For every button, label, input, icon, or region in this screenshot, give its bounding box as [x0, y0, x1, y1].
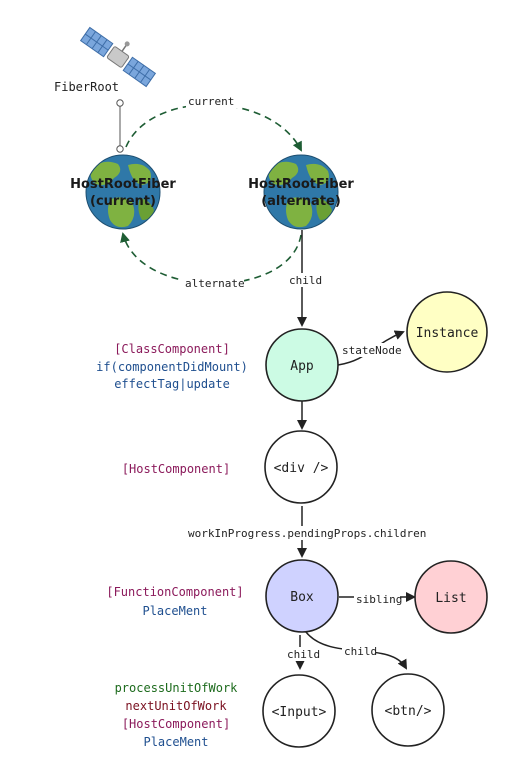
node-instance-label: Instance	[416, 326, 479, 341]
node-input-label: <Input>	[272, 705, 327, 720]
annotation-box-effect: PlaceMent	[142, 604, 207, 618]
node-list: List	[414, 560, 488, 634]
node-app: App	[265, 328, 339, 402]
node-input: <Input>	[262, 674, 336, 748]
child-edge-root-app-label: child	[289, 274, 322, 287]
node-instance: Instance	[406, 291, 488, 373]
annotation-div-type: [HostComponent]	[122, 462, 230, 476]
satellite-icon	[79, 26, 157, 88]
pending-props-edge-label: workInProgress.pendingProps.children	[188, 527, 426, 540]
annotation-box-type: [FunctionComponent]	[106, 585, 243, 599]
node-btn: <btn/>	[371, 673, 445, 747]
annotation-app-condition: if(componentDidMount)	[96, 360, 248, 374]
annotation-input-next: nextUnitOfWork	[125, 699, 227, 713]
annotation-input-effect: PlaceMent	[143, 735, 208, 749]
annotation-app-type: [ClassComponent]	[114, 342, 230, 356]
annotation-app: [ClassComponent] if(componentDidMount) e…	[96, 342, 248, 391]
host-root-current-line1: HostRootFiber	[70, 177, 176, 192]
state-node-edge-label: stateNode	[342, 344, 402, 357]
current-edge	[125, 103, 302, 152]
globe-icon	[85, 154, 161, 230]
host-root-fiber-current: HostRootFiber (current)	[70, 154, 176, 230]
node-div-label: <div />	[274, 461, 329, 476]
current-edge-label: current	[188, 95, 234, 108]
alternate-edge-label: alternate	[185, 277, 245, 290]
annotation-input-type: [HostComponent]	[122, 717, 230, 731]
node-box-label: Box	[290, 590, 314, 605]
fiber-root-pointer-end	[116, 145, 124, 153]
annotation-div: [HostComponent]	[122, 462, 230, 476]
host-root-current-line2: (current)	[90, 194, 156, 209]
node-list-label: List	[435, 591, 466, 606]
fiber-root-label: FiberRoot	[54, 80, 119, 94]
host-root-alternate-line2: (alternate)	[261, 194, 341, 209]
child-edge-box-input-label: child	[287, 648, 320, 661]
annotation-input-process: processUnitOfWork	[115, 681, 239, 695]
annotation-box: [FunctionComponent] PlaceMent	[106, 585, 243, 618]
annotation-input: processUnitOfWork nextUnitOfWork [HostCo…	[115, 681, 239, 749]
node-btn-label: <btn/>	[385, 704, 432, 719]
host-root-fiber-alternate: HostRootFiber (alternate)	[248, 154, 354, 230]
node-app-label: App	[290, 359, 314, 374]
sibling-edge-label: sibling	[356, 593, 402, 606]
child-edge-box-btn-label: child	[344, 645, 377, 658]
annotation-app-effect: effectTag|update	[114, 377, 230, 391]
node-div: <div />	[264, 430, 338, 504]
globe-icon	[263, 154, 339, 230]
alternate-edge	[120, 232, 302, 285]
node-box: Box	[265, 559, 339, 633]
fiber-root-pointer-start	[116, 99, 124, 107]
host-root-alternate-line1: HostRootFiber	[248, 177, 354, 192]
